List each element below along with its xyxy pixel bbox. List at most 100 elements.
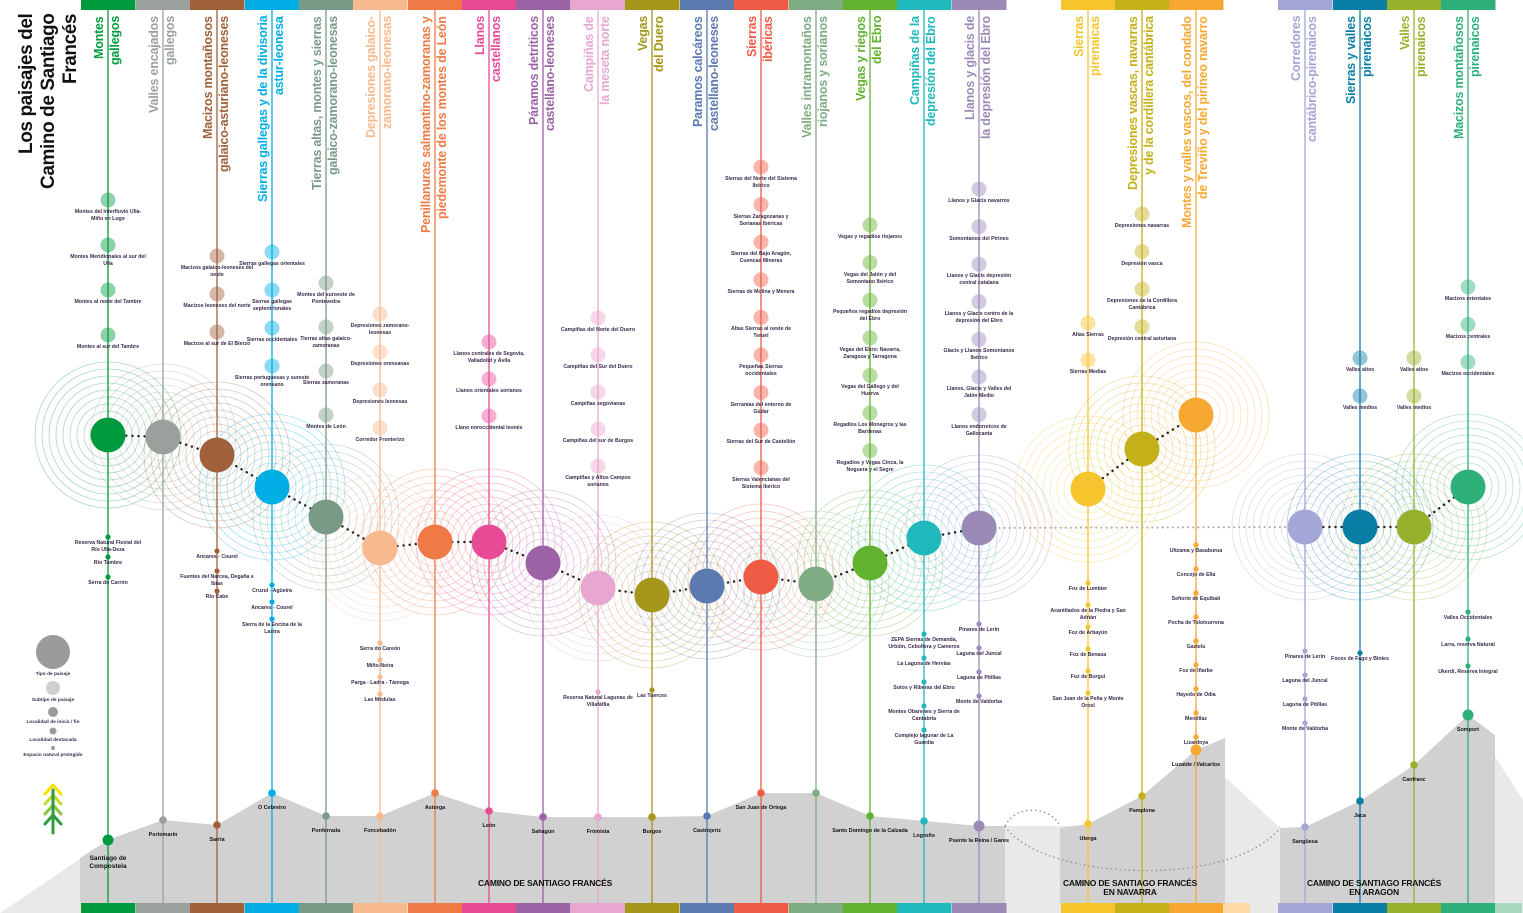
subtype-label: Campiñas del Norte del Duero [560,327,636,333]
legend-label: Tipo de paisaje [35,672,71,677]
column-header: Valles intramontaños riojanos y sorianos [799,16,833,266]
protected-space-dot [976,669,982,675]
protected-space-label: Serra do Careón [359,646,401,652]
locality-label: León [482,823,496,829]
locality-dot [866,812,874,820]
landscape-subtype-circle [590,384,606,400]
region-label-aragon: CAMINO DE SANTIAGO FRANCÉS EN ARAGON [1294,879,1454,897]
subtype-label: Macizos al sur de El Bierzo [183,341,251,347]
locality-dot [1138,792,1146,800]
column-header-line: castellano-leoneses [543,16,557,132]
landscape-subtype-circle [1080,352,1096,368]
protected-space-label: Serra do Carrón [88,580,128,586]
locality-label: Somport [1456,727,1480,733]
subtype-label: Macizos galaico-leoneses del oeste [180,265,254,278]
subtype-label: Llano noroccidental leonés [455,425,523,431]
protected-space-dot [976,693,982,699]
column-header-line: la meseta norte [598,16,612,105]
column-color-bar [1169,903,1224,913]
protected-space-label: Ukerdi, Reserva Integral [1438,669,1498,675]
column-color-bar [680,903,735,913]
column-color-bar [1061,903,1116,913]
protected-space-dot [1302,648,1308,654]
column-header-line: Macizos montañosos [201,16,215,139]
column-color-bar [245,903,300,913]
protected-space-label: San Juan de la Peña y Monte Oroel [1052,696,1124,709]
protected-space-dot [377,657,383,663]
locality-label: Pamplona [1129,808,1155,814]
landscape-subtype-circle [318,407,334,423]
subtype-label: Regadíos Los Monegros y las Bardenas [833,422,907,435]
column-header-line: Penillanuras salmantino-zamoranas y [419,16,433,233]
protected-space-dot [1085,624,1091,630]
locality-dot [539,813,547,821]
protected-space-dot [921,631,927,637]
column-header-line: Valles [1398,16,1412,51]
subtype-label: Montes del Interfluvio Ulla-Miño en Lugo [74,209,142,222]
locality-label: Astorga [424,805,446,811]
column-header-line: zamorano-leonesas [380,16,394,130]
subtype-label: Depresiones de la Cordillera Cantábrica [1106,298,1178,312]
protected-space-dot [1193,662,1199,668]
subtype-label: Sierras del Bajo Aragón, Cuencas Mineras [730,251,792,265]
protected-space-dot [1085,580,1091,586]
subtype-label: Corredor Fronterizo [355,437,405,443]
subtype-label: Macizos centrales [1445,333,1491,340]
landscape-subtype-circle [372,382,388,398]
column-header-line: pirenaicos [1360,16,1374,77]
landscape-subtype-circle [1134,244,1150,260]
landscape-subtype-circle [862,443,878,459]
column-header: Campiñas de la meseta norte [581,16,615,266]
protected-space-dot [105,574,111,580]
protected-space-label: Laguna del Juncal [956,651,1002,657]
locality-dot [268,789,276,797]
column-color-bar [516,903,571,913]
subtype-label: Llanos, Glacis y Valles del Jalón Medio [946,386,1012,399]
landscape-subtype-circle [481,371,497,387]
locality-dot [812,789,820,797]
locality-dot [102,834,114,846]
subtype-label: Llanos endorreicos de Gallocanta [951,423,1007,437]
locality-label: Luzaide / Valcarlos [1171,762,1221,768]
column-color-bar [1278,903,1333,913]
locality-label: Jaca [1354,813,1366,819]
protected-space-dot [1085,668,1091,674]
landscape-subtype-circle [753,234,769,250]
protected-space-label: Hayedo de Odia [1176,692,1216,698]
column-color-bar [136,0,191,10]
column-header: Sierras pirenaicas [1071,16,1105,266]
column-header-line: Vegas [636,16,650,52]
protected-space-dot [1357,650,1363,656]
protected-space-dot [921,655,927,661]
landscape-subtype-circle [590,310,606,326]
locality-label: Santo Domingo de la Calzada [832,828,908,834]
subtype-label: Campiñas y Altos Campos sorianos [565,475,631,488]
protected-space-dot [1193,734,1199,740]
column-color-bar [1387,0,1442,10]
subtype-label: Depresión vasca [1121,260,1163,267]
region-label-main: CAMINO DE SANTIAGO FRANCÉS [440,879,650,888]
column-color-bar [952,903,1007,913]
column-color-bar [897,0,952,10]
protected-space-dot [1193,590,1199,596]
protected-space-label: Pocha de Tolotxurrena [1168,620,1224,626]
region-line: CAMINO DE SANTIAGO FRANCÉS [477,878,613,888]
protected-space-dot [1302,696,1308,702]
subtype-label: Llanos y Glacis depresión central catala… [946,273,1012,287]
subtype-label: Depresiones navarras [1114,223,1170,229]
subtype-label: Somontanos del Pirineo [949,235,1009,242]
landscape-subtype-circle [971,369,987,385]
landscape-type-circle [1287,509,1323,545]
protected-space-label: Concejo de Ella [1176,572,1216,578]
legend-label: Subtipo de paisaje [31,698,75,703]
protected-space-dot [1085,646,1091,652]
landscape-subtype-circle [264,282,280,298]
column-color-bar [1333,903,1388,913]
protected-space-label: Mendilaz [1185,716,1207,722]
subtype-label: Llanos centrales de Segovia, Valladolid … [453,351,525,364]
column-header-line: Campiñas de la [908,16,922,105]
landscape-type-circle [362,530,398,566]
locality-label: Uterga [1079,836,1097,842]
column-header: Sierras y valles pirenaicos [1343,16,1377,266]
landscape-type-circle [199,437,235,473]
